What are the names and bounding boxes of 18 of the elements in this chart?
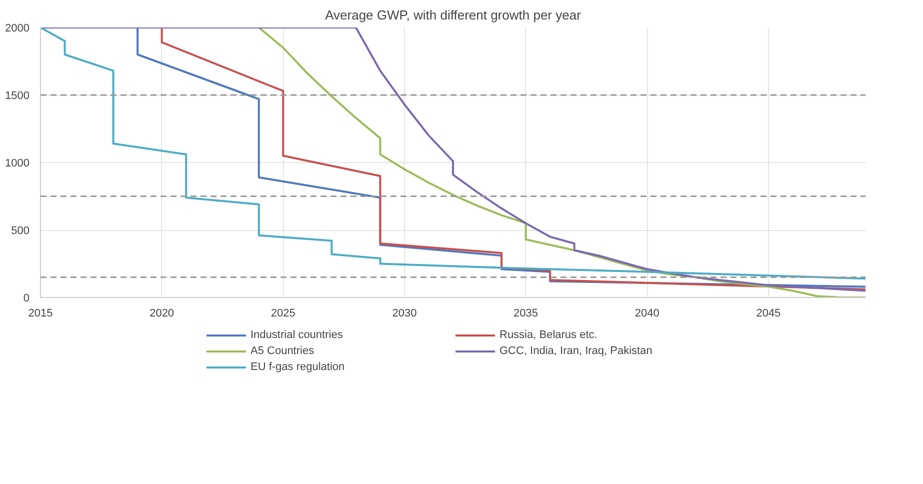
- legend-label: A5 Countries: [250, 345, 316, 357]
- x-tick-label: 2030: [392, 308, 417, 320]
- x-tick-label: 2025: [270, 308, 296, 320]
- legend-label: GCC, India, Iran, Iraq, Pakistan: [500, 345, 654, 357]
- x-tick-label: 2015: [28, 308, 53, 320]
- y-tick-label: 1500: [5, 90, 30, 102]
- legend-label: Russia, Belarus etc.: [500, 329, 598, 341]
- legend-label: EU f-gas regulation: [250, 361, 346, 373]
- y-tick-label: 500: [11, 225, 30, 237]
- x-tick-label: 2045: [756, 308, 781, 320]
- y-tick-label: 1000: [5, 158, 30, 170]
- x-tick-label: 2035: [514, 308, 538, 320]
- y-tick-label: 2000: [5, 22, 30, 34]
- y-tick-label: 0: [23, 292, 30, 304]
- x-tick-label: 2040: [634, 308, 660, 320]
- x-tick-label: 2020: [150, 308, 174, 320]
- legend-label: Industrial countries: [250, 329, 344, 341]
- chart-title: Average GWP, with different growth per year: [325, 8, 582, 22]
